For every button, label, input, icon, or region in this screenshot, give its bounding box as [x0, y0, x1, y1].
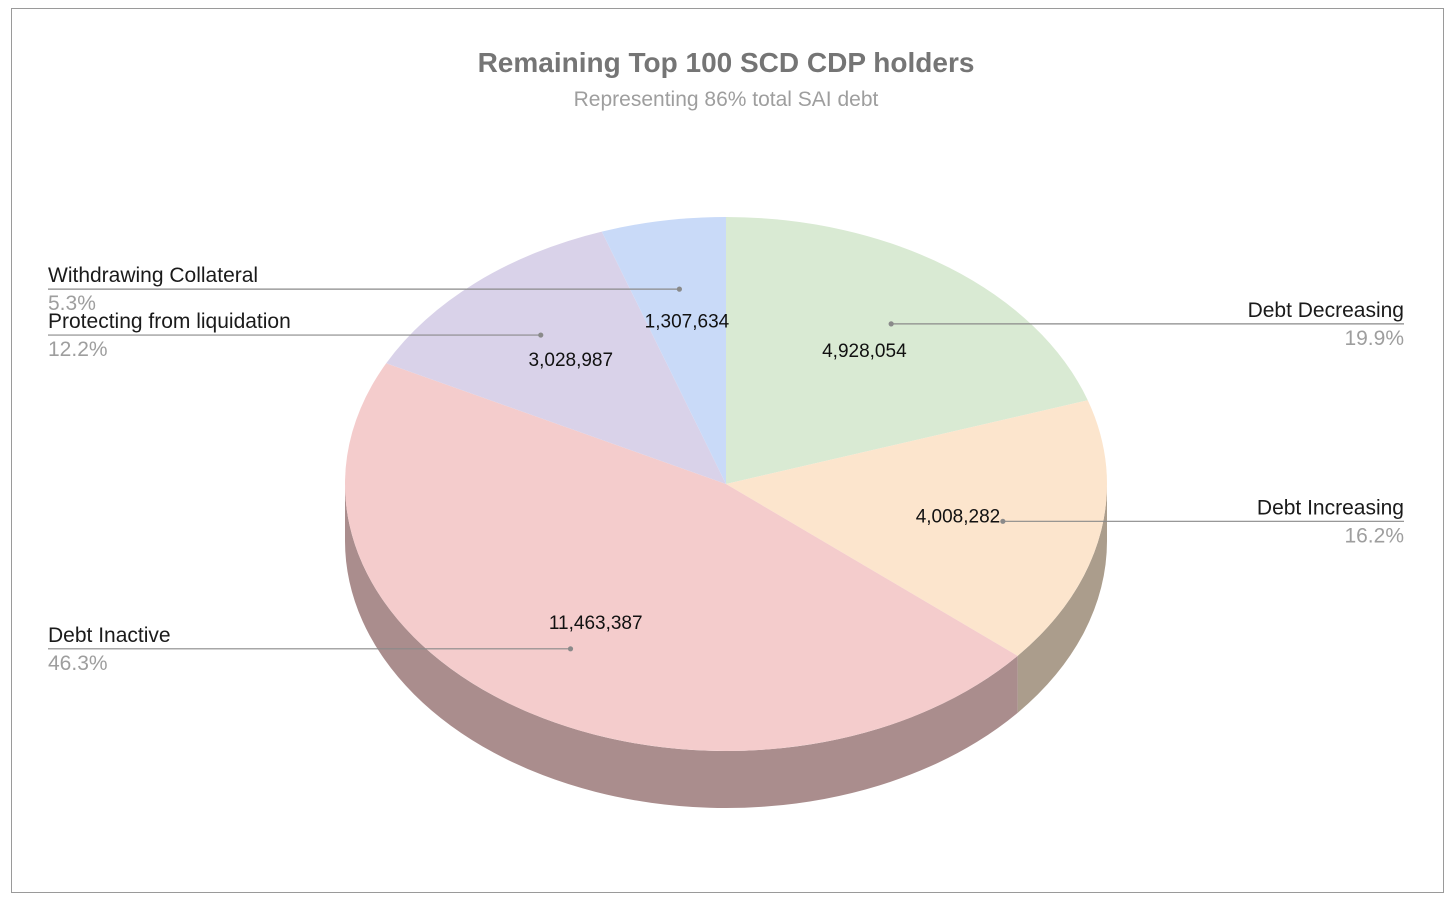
leader-dot-debt-decreasing [888, 321, 894, 327]
slice-side-debt-inactive [345, 484, 1018, 809]
category-label-withdrawing-collateral: Withdrawing Collateral [48, 264, 258, 287]
category-label-protecting-from-liquidation: Protecting from liquidation [48, 310, 291, 333]
pie-depth-group [345, 484, 1108, 809]
leader-dot-debt-inactive [567, 646, 574, 652]
leader-dot-protecting-from-liquidation [538, 332, 544, 338]
category-labels-group: Debt Decreasing 19.9% Debt Increasing 16.2%… [48, 264, 1404, 675]
chart-subtitle: Representing 86% total SAI debt [574, 88, 879, 111]
value-label-protecting-from-liquidation: 3,028,987 [529, 350, 614, 371]
leader-dot-withdrawing-collateral [676, 286, 682, 292]
percent-label-protecting-from-liquidation: 12.2% [48, 338, 108, 361]
leader-dot-debt-increasing [1000, 518, 1006, 524]
value-label-withdrawing-collateral: 1,307,634 [645, 312, 730, 333]
category-label-debt-inactive: Debt Inactive [48, 624, 171, 647]
pie-slice-withdrawing-collateral[interactable] [601, 217, 726, 484]
percent-label-debt-inactive: 46.3% [48, 652, 108, 675]
value-label-debt-increasing: 4,008,282 [916, 506, 1001, 527]
leader-lines-group [48, 286, 1404, 652]
pie-slice-debt-increasing[interactable] [726, 400, 1107, 656]
percent-label-debt-decreasing: 19.9% [1344, 327, 1404, 350]
percent-label-withdrawing-collateral: 5.3% [48, 292, 96, 315]
pie-slices-group [345, 217, 1107, 752]
category-label-debt-increasing: Debt Increasing [1257, 496, 1404, 519]
pie-slice-debt-inactive[interactable] [345, 363, 1018, 752]
category-label-debt-decreasing: Debt Decreasing [1248, 299, 1404, 322]
percent-label-debt-increasing: 16.2% [1344, 524, 1404, 547]
slice-side-debt-increasing [1017, 484, 1108, 713]
pie-slice-debt-decreasing[interactable] [726, 217, 1088, 484]
value-label-debt-decreasing: 4,928,054 [822, 341, 907, 362]
value-label-debt-inactive: 11,463,387 [549, 613, 643, 634]
chart-title: Remaining Top 100 SCD CDP holders [478, 47, 975, 78]
value-labels-group: 4,928,054 4,008,282 11,463,387 3,028,987 1,3… [529, 312, 1001, 634]
pie-slice-protecting-from-liquidation[interactable] [386, 231, 726, 484]
